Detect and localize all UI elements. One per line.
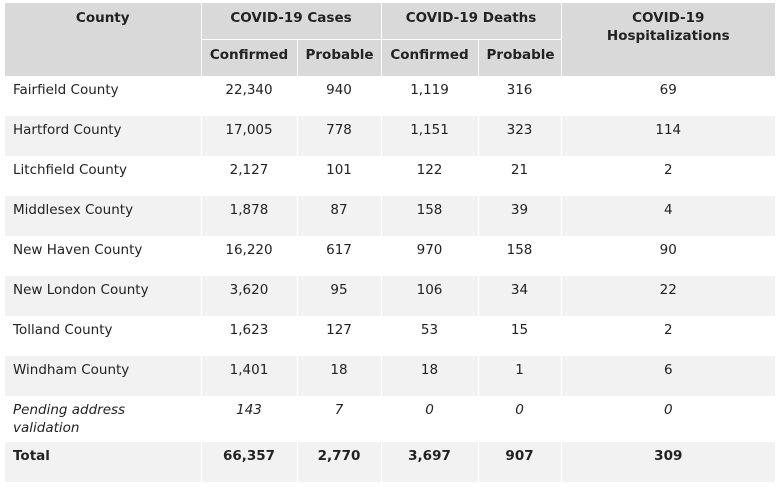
cases-confirmed: 3,620 (201, 276, 298, 316)
county-name: Hartford County (5, 116, 202, 156)
total-deaths-probable: 907 (478, 442, 562, 482)
header-hospitalizations: COVID-19 Hospitalizations (561, 3, 776, 76)
deaths-confirmed: 970 (381, 236, 479, 276)
table-row: Hartford County 17,005 778 1,151 323 114 (5, 116, 776, 156)
hospitalizations: 0 (561, 396, 776, 442)
deaths-probable: 316 (478, 76, 562, 116)
hospitalizations: 69 (561, 76, 776, 116)
total-hospitalizations: 309 (561, 442, 776, 482)
deaths-confirmed: 158 (381, 196, 479, 236)
county-name: Tolland County (5, 316, 202, 356)
cases-probable: 101 (297, 156, 382, 196)
hospitalizations: 114 (561, 116, 776, 156)
county-name: Windham County (5, 356, 202, 396)
table-body: Fairfield County 22,340 940 1,119 316 69… (5, 76, 776, 482)
table-row: Litchfield County 2,127 101 122 21 2 (5, 156, 776, 196)
cases-confirmed: 1,623 (201, 316, 298, 356)
deaths-probable: 39 (478, 196, 562, 236)
county-name: New Haven County (5, 236, 202, 276)
header-cases-probable: Probable (297, 39, 382, 76)
cases-probable: 87 (297, 196, 382, 236)
cases-confirmed: 17,005 (201, 116, 298, 156)
header-deaths: COVID-19 Deaths (381, 3, 562, 40)
total-label: Total (5, 442, 202, 482)
deaths-confirmed: 18 (381, 356, 479, 396)
table-row: New Haven County 16,220 617 970 158 90 (5, 236, 776, 276)
deaths-confirmed: 0 (381, 396, 479, 442)
county-name: Fairfield County (5, 76, 202, 116)
deaths-confirmed: 122 (381, 156, 479, 196)
cases-probable: 778 (297, 116, 382, 156)
cases-probable: 127 (297, 316, 382, 356)
deaths-probable: 1 (478, 356, 562, 396)
deaths-confirmed: 106 (381, 276, 479, 316)
deaths-confirmed: 53 (381, 316, 479, 356)
table-row: Fairfield County 22,340 940 1,119 316 69 (5, 76, 776, 116)
header-county: County (5, 3, 202, 76)
cases-probable: 95 (297, 276, 382, 316)
header-cases-confirmed: Confirmed (201, 39, 298, 76)
total-cases-probable: 2,770 (297, 442, 382, 482)
deaths-probable: 15 (478, 316, 562, 356)
table-header: County COVID-19 Cases COVID-19 Deaths CO… (5, 3, 776, 76)
table-row: Middlesex County 1,878 87 158 39 4 (5, 196, 776, 236)
deaths-confirmed: 1,119 (381, 76, 479, 116)
deaths-probable: 0 (478, 396, 562, 442)
table-row: New London County 3,620 95 106 34 22 (5, 276, 776, 316)
deaths-probable: 34 (478, 276, 562, 316)
cases-confirmed: 16,220 (201, 236, 298, 276)
table-row: Tolland County 1,623 127 53 15 2 (5, 316, 776, 356)
covid-county-table: County COVID-19 Cases COVID-19 Deaths CO… (5, 3, 776, 482)
hospitalizations: 22 (561, 276, 776, 316)
hospitalizations: 2 (561, 316, 776, 356)
county-name: Middlesex County (5, 196, 202, 236)
cases-probable: 940 (297, 76, 382, 116)
cases-confirmed: 22,340 (201, 76, 298, 116)
total-deaths-confirmed: 3,697 (381, 442, 479, 482)
hospitalizations: 90 (561, 236, 776, 276)
hospitalizations: 6 (561, 356, 776, 396)
deaths-probable: 21 (478, 156, 562, 196)
header-deaths-probable: Probable (478, 39, 562, 76)
deaths-confirmed: 1,151 (381, 116, 479, 156)
hospitalizations: 2 (561, 156, 776, 196)
county-name: Pending address validation (5, 396, 202, 442)
hospitalizations: 4 (561, 196, 776, 236)
header-cases: COVID-19 Cases (201, 3, 382, 40)
county-name: Litchfield County (5, 156, 202, 196)
county-name: New London County (5, 276, 202, 316)
deaths-probable: 323 (478, 116, 562, 156)
header-deaths-confirmed: Confirmed (381, 39, 479, 76)
table-row-pending: Pending address validation 143 7 0 0 0 (5, 396, 776, 442)
table-row-total: Total 66,357 2,770 3,697 907 309 (5, 442, 776, 482)
cases-confirmed: 1,878 (201, 196, 298, 236)
deaths-probable: 158 (478, 236, 562, 276)
total-cases-confirmed: 66,357 (201, 442, 298, 482)
cases-confirmed: 143 (201, 396, 298, 442)
cases-probable: 617 (297, 236, 382, 276)
cases-confirmed: 2,127 (201, 156, 298, 196)
cases-confirmed: 1,401 (201, 356, 298, 396)
table-row: Windham County 1,401 18 18 1 6 (5, 356, 776, 396)
cases-probable: 7 (297, 396, 382, 442)
cases-probable: 18 (297, 356, 382, 396)
